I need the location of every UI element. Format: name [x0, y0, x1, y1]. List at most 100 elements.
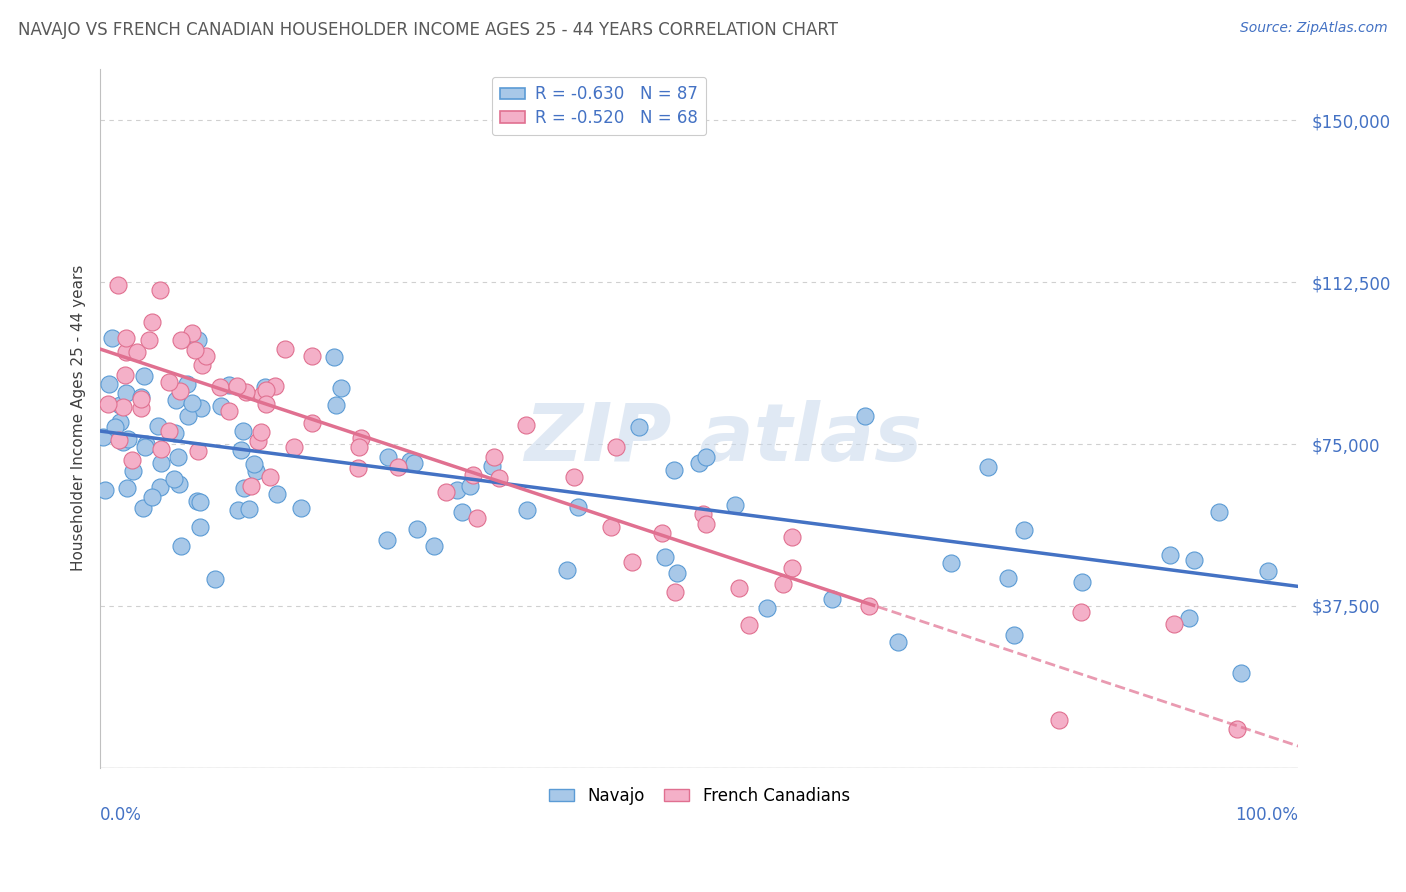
Point — [97, 376, 120, 391]
Point — [235, 384, 257, 399]
Point — [488, 471, 510, 485]
Point — [232, 424, 254, 438]
Point — [91, 430, 114, 444]
Point — [187, 333, 209, 347]
Point — [254, 384, 277, 398]
Point — [170, 539, 193, 553]
Point — [243, 458, 266, 472]
Point — [115, 481, 138, 495]
Point — [628, 419, 651, 434]
Point — [163, 472, 186, 486]
Point — [620, 556, 643, 570]
Point — [103, 420, 125, 434]
Point — [194, 350, 217, 364]
Point — [249, 425, 271, 439]
Point — [692, 507, 714, 521]
Point — [377, 450, 399, 465]
Point — [402, 456, 425, 470]
Point — [599, 520, 621, 534]
Point — [375, 533, 398, 548]
Point — [423, 539, 446, 553]
Point — [114, 345, 136, 359]
Point — [329, 381, 352, 395]
Point — [226, 379, 249, 393]
Point — [149, 283, 172, 297]
Point — [695, 450, 717, 464]
Point — [121, 453, 143, 467]
Point — [977, 460, 1000, 475]
Text: NAVAJO VS FRENCH CANADIAN HOUSEHOLDER INCOME AGES 25 - 44 YEARS CORRELATION CHAR: NAVAJO VS FRENCH CANADIAN HOUSEHOLDER IN… — [18, 21, 838, 38]
Point — [188, 495, 211, 509]
Point — [169, 384, 191, 398]
Point — [1177, 611, 1199, 625]
Point — [117, 432, 139, 446]
Point — [112, 401, 135, 415]
Point — [165, 426, 187, 441]
Point — [122, 464, 145, 478]
Point — [1257, 564, 1279, 578]
Point — [115, 385, 138, 400]
Point — [114, 368, 136, 383]
Point — [94, 483, 117, 498]
Point — [664, 585, 686, 599]
Point — [129, 392, 152, 406]
Point — [727, 582, 749, 596]
Point — [150, 456, 173, 470]
Point — [167, 450, 190, 464]
Point — [858, 599, 880, 614]
Point — [204, 572, 226, 586]
Point — [325, 398, 347, 412]
Point — [434, 485, 457, 500]
Point — [141, 316, 163, 330]
Point — [176, 377, 198, 392]
Text: Source: ZipAtlas.com: Source: ZipAtlas.com — [1240, 21, 1388, 35]
Point — [240, 479, 263, 493]
Point — [209, 399, 232, 413]
Point — [1012, 523, 1035, 537]
Legend: Navajo, French Canadians: Navajo, French Canadians — [543, 780, 856, 812]
Point — [461, 467, 484, 482]
Point — [755, 601, 778, 615]
Point — [1230, 665, 1253, 680]
Point — [208, 380, 231, 394]
Point — [283, 440, 305, 454]
Point — [555, 564, 578, 578]
Point — [115, 331, 138, 345]
Point — [654, 550, 676, 565]
Point — [266, 487, 288, 501]
Point — [108, 415, 131, 429]
Point — [187, 444, 209, 458]
Point — [226, 503, 249, 517]
Point — [107, 278, 129, 293]
Point — [724, 498, 747, 512]
Point — [190, 401, 212, 415]
Point — [149, 480, 172, 494]
Point — [821, 592, 844, 607]
Point — [772, 577, 794, 591]
Point — [247, 434, 270, 449]
Point — [259, 470, 281, 484]
Point — [887, 635, 910, 649]
Point — [301, 417, 323, 431]
Point — [651, 526, 673, 541]
Point — [218, 377, 240, 392]
Point — [562, 470, 585, 484]
Point — [290, 500, 312, 515]
Point — [398, 454, 420, 468]
Point — [567, 500, 589, 514]
Point — [157, 375, 180, 389]
Point — [254, 397, 277, 411]
Point — [180, 326, 202, 341]
Point — [127, 345, 149, 359]
Point — [1159, 548, 1181, 562]
Point — [146, 419, 169, 434]
Point — [112, 434, 135, 449]
Point — [132, 500, 155, 515]
Point — [347, 441, 370, 455]
Point — [177, 409, 200, 423]
Point — [941, 556, 963, 570]
Text: 100.0%: 100.0% — [1236, 806, 1298, 824]
Point — [323, 350, 346, 364]
Point — [1163, 617, 1185, 632]
Point — [301, 349, 323, 363]
